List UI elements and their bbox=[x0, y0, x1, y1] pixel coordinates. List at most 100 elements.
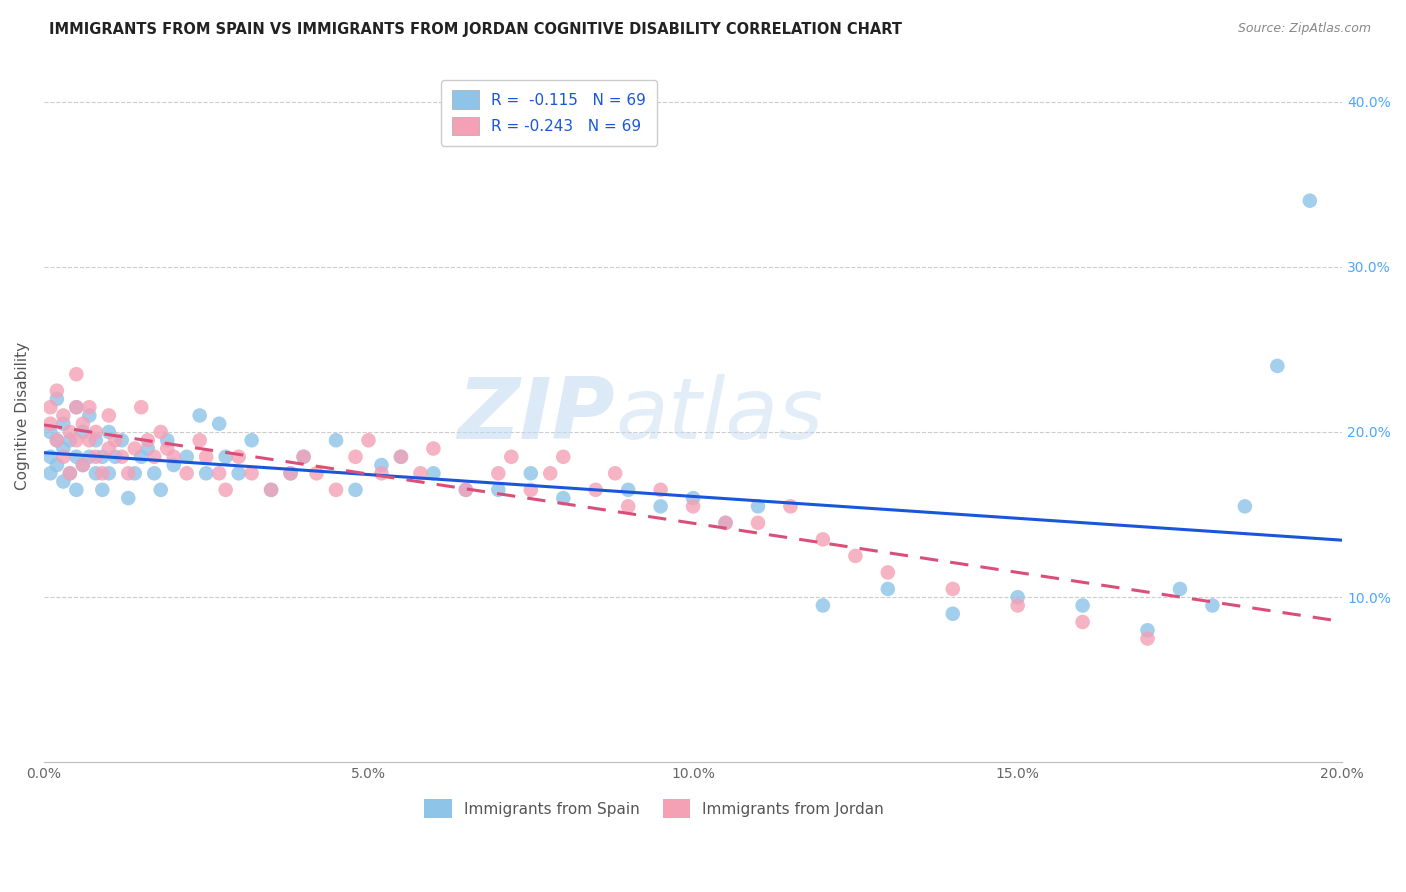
Point bbox=[45, 384, 67, 398]
Point bbox=[305, 467, 328, 481]
Point bbox=[389, 450, 412, 464]
Point bbox=[195, 467, 218, 481]
Point bbox=[1071, 615, 1094, 629]
Point bbox=[942, 582, 965, 596]
Point bbox=[1007, 591, 1029, 605]
Point bbox=[39, 417, 62, 431]
Point bbox=[97, 425, 120, 439]
Point bbox=[84, 434, 107, 448]
Point bbox=[228, 467, 250, 481]
Point bbox=[129, 450, 152, 464]
Point bbox=[84, 450, 107, 464]
Point bbox=[617, 483, 640, 497]
Point bbox=[65, 483, 87, 497]
Text: Source: ZipAtlas.com: Source: ZipAtlas.com bbox=[1237, 22, 1371, 36]
Point bbox=[195, 450, 218, 464]
Point bbox=[59, 467, 82, 481]
Point bbox=[501, 450, 523, 464]
Point bbox=[111, 434, 134, 448]
Point bbox=[422, 442, 444, 456]
Point bbox=[325, 434, 347, 448]
Point bbox=[370, 458, 392, 472]
Point bbox=[91, 467, 114, 481]
Point bbox=[617, 500, 640, 514]
Point bbox=[65, 434, 87, 448]
Point bbox=[79, 401, 101, 415]
Point bbox=[111, 450, 134, 464]
Point bbox=[208, 417, 231, 431]
Point bbox=[59, 467, 82, 481]
Point bbox=[45, 458, 67, 472]
Point bbox=[585, 483, 607, 497]
Point bbox=[59, 434, 82, 448]
Point bbox=[260, 483, 283, 497]
Point bbox=[811, 599, 834, 613]
Point bbox=[605, 467, 627, 481]
Point bbox=[747, 516, 769, 530]
Point bbox=[65, 401, 87, 415]
Point bbox=[52, 417, 75, 431]
Point bbox=[136, 434, 159, 448]
Text: ZIP: ZIP bbox=[457, 374, 616, 457]
Point bbox=[129, 401, 152, 415]
Point bbox=[1071, 599, 1094, 613]
Point bbox=[370, 467, 392, 481]
Point bbox=[208, 467, 231, 481]
Point bbox=[176, 467, 198, 481]
Point bbox=[39, 425, 62, 439]
Point bbox=[538, 467, 561, 481]
Point bbox=[104, 434, 127, 448]
Point bbox=[650, 500, 672, 514]
Point bbox=[422, 467, 444, 481]
Point bbox=[72, 458, 94, 472]
Point bbox=[91, 483, 114, 497]
Point bbox=[228, 450, 250, 464]
Point bbox=[1168, 582, 1191, 596]
Point bbox=[143, 467, 166, 481]
Point bbox=[650, 483, 672, 497]
Point bbox=[79, 434, 101, 448]
Point bbox=[747, 500, 769, 514]
Point bbox=[325, 483, 347, 497]
Y-axis label: Cognitive Disability: Cognitive Disability bbox=[15, 342, 30, 490]
Point bbox=[163, 458, 186, 472]
Point bbox=[344, 450, 367, 464]
Point bbox=[292, 450, 315, 464]
Point bbox=[214, 483, 236, 497]
Point bbox=[45, 392, 67, 406]
Point bbox=[280, 467, 302, 481]
Point bbox=[486, 467, 509, 481]
Point bbox=[520, 483, 543, 497]
Legend: Immigrants from Spain, Immigrants from Jordan: Immigrants from Spain, Immigrants from J… bbox=[418, 793, 890, 824]
Point bbox=[65, 450, 87, 464]
Point bbox=[280, 467, 302, 481]
Point bbox=[136, 442, 159, 456]
Point bbox=[214, 450, 236, 464]
Point bbox=[876, 566, 898, 580]
Point bbox=[156, 442, 179, 456]
Point bbox=[45, 434, 67, 448]
Point bbox=[104, 450, 127, 464]
Point bbox=[124, 467, 146, 481]
Point bbox=[97, 467, 120, 481]
Point bbox=[52, 409, 75, 423]
Point bbox=[486, 483, 509, 497]
Point bbox=[149, 483, 172, 497]
Point bbox=[1201, 599, 1223, 613]
Point bbox=[454, 483, 477, 497]
Point bbox=[1233, 500, 1256, 514]
Point bbox=[409, 467, 432, 481]
Point bbox=[714, 516, 737, 530]
Point bbox=[553, 491, 575, 505]
Point bbox=[240, 467, 263, 481]
Point bbox=[59, 425, 82, 439]
Point bbox=[292, 450, 315, 464]
Point bbox=[682, 491, 704, 505]
Point bbox=[65, 401, 87, 415]
Point bbox=[72, 425, 94, 439]
Point bbox=[260, 483, 283, 497]
Point bbox=[65, 367, 87, 381]
Point bbox=[1136, 624, 1159, 638]
Point bbox=[97, 409, 120, 423]
Point bbox=[682, 500, 704, 514]
